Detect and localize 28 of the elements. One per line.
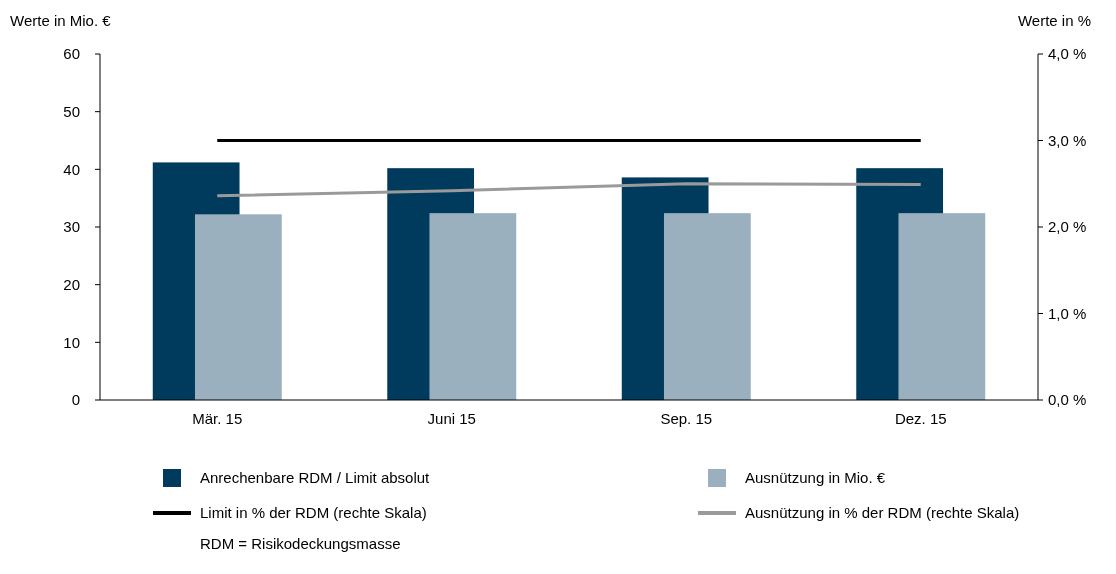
- x-tick-label: Sep. 15: [660, 410, 713, 427]
- y2-tick-label: 1,0 %: [1048, 304, 1087, 322]
- legend-label: Limit in % der RDM (rechte Skala): [200, 504, 427, 522]
- y-tick-label: 0: [71, 391, 80, 409]
- x-tick-label: Dez. 15: [894, 410, 947, 427]
- bar: [898, 213, 986, 400]
- y-axis-title: Werte in Mio. €: [10, 12, 112, 29]
- y-tick-label: 30: [63, 218, 80, 236]
- y2-axis-title: Werte in %: [1017, 12, 1091, 29]
- x-tick-label: Mär. 15: [192, 410, 243, 427]
- line-series: [215, 182, 923, 198]
- y2-tick-label: 4,0 %: [1048, 45, 1087, 63]
- y-tick-label: 60: [63, 45, 80, 63]
- legend-label: Ausnützung in % der RDM (rechte Skala): [745, 504, 1020, 522]
- y2-tick-label: 3,0 %: [1048, 131, 1087, 149]
- bar: [194, 214, 282, 400]
- y2-tick-label: 0,0 %: [1048, 391, 1087, 409]
- y-tick-label: 40: [63, 160, 80, 178]
- y2-tick-label: 2,0 %: [1048, 218, 1087, 236]
- text: RDM = Risikodeckungsmasse: [200, 535, 401, 553]
- y-tick-label: 20: [63, 275, 80, 293]
- y-tick-label: 50: [63, 102, 80, 120]
- legend-label: Anrechenbare RDM / Limit absolut: [200, 469, 431, 487]
- y-tick-label: 10: [63, 333, 80, 351]
- bar: [429, 213, 517, 400]
- legend-label: Ausnützung in Mio. €: [745, 469, 886, 487]
- bar: [663, 213, 751, 400]
- x-tick-label: Juni 15: [427, 410, 476, 427]
